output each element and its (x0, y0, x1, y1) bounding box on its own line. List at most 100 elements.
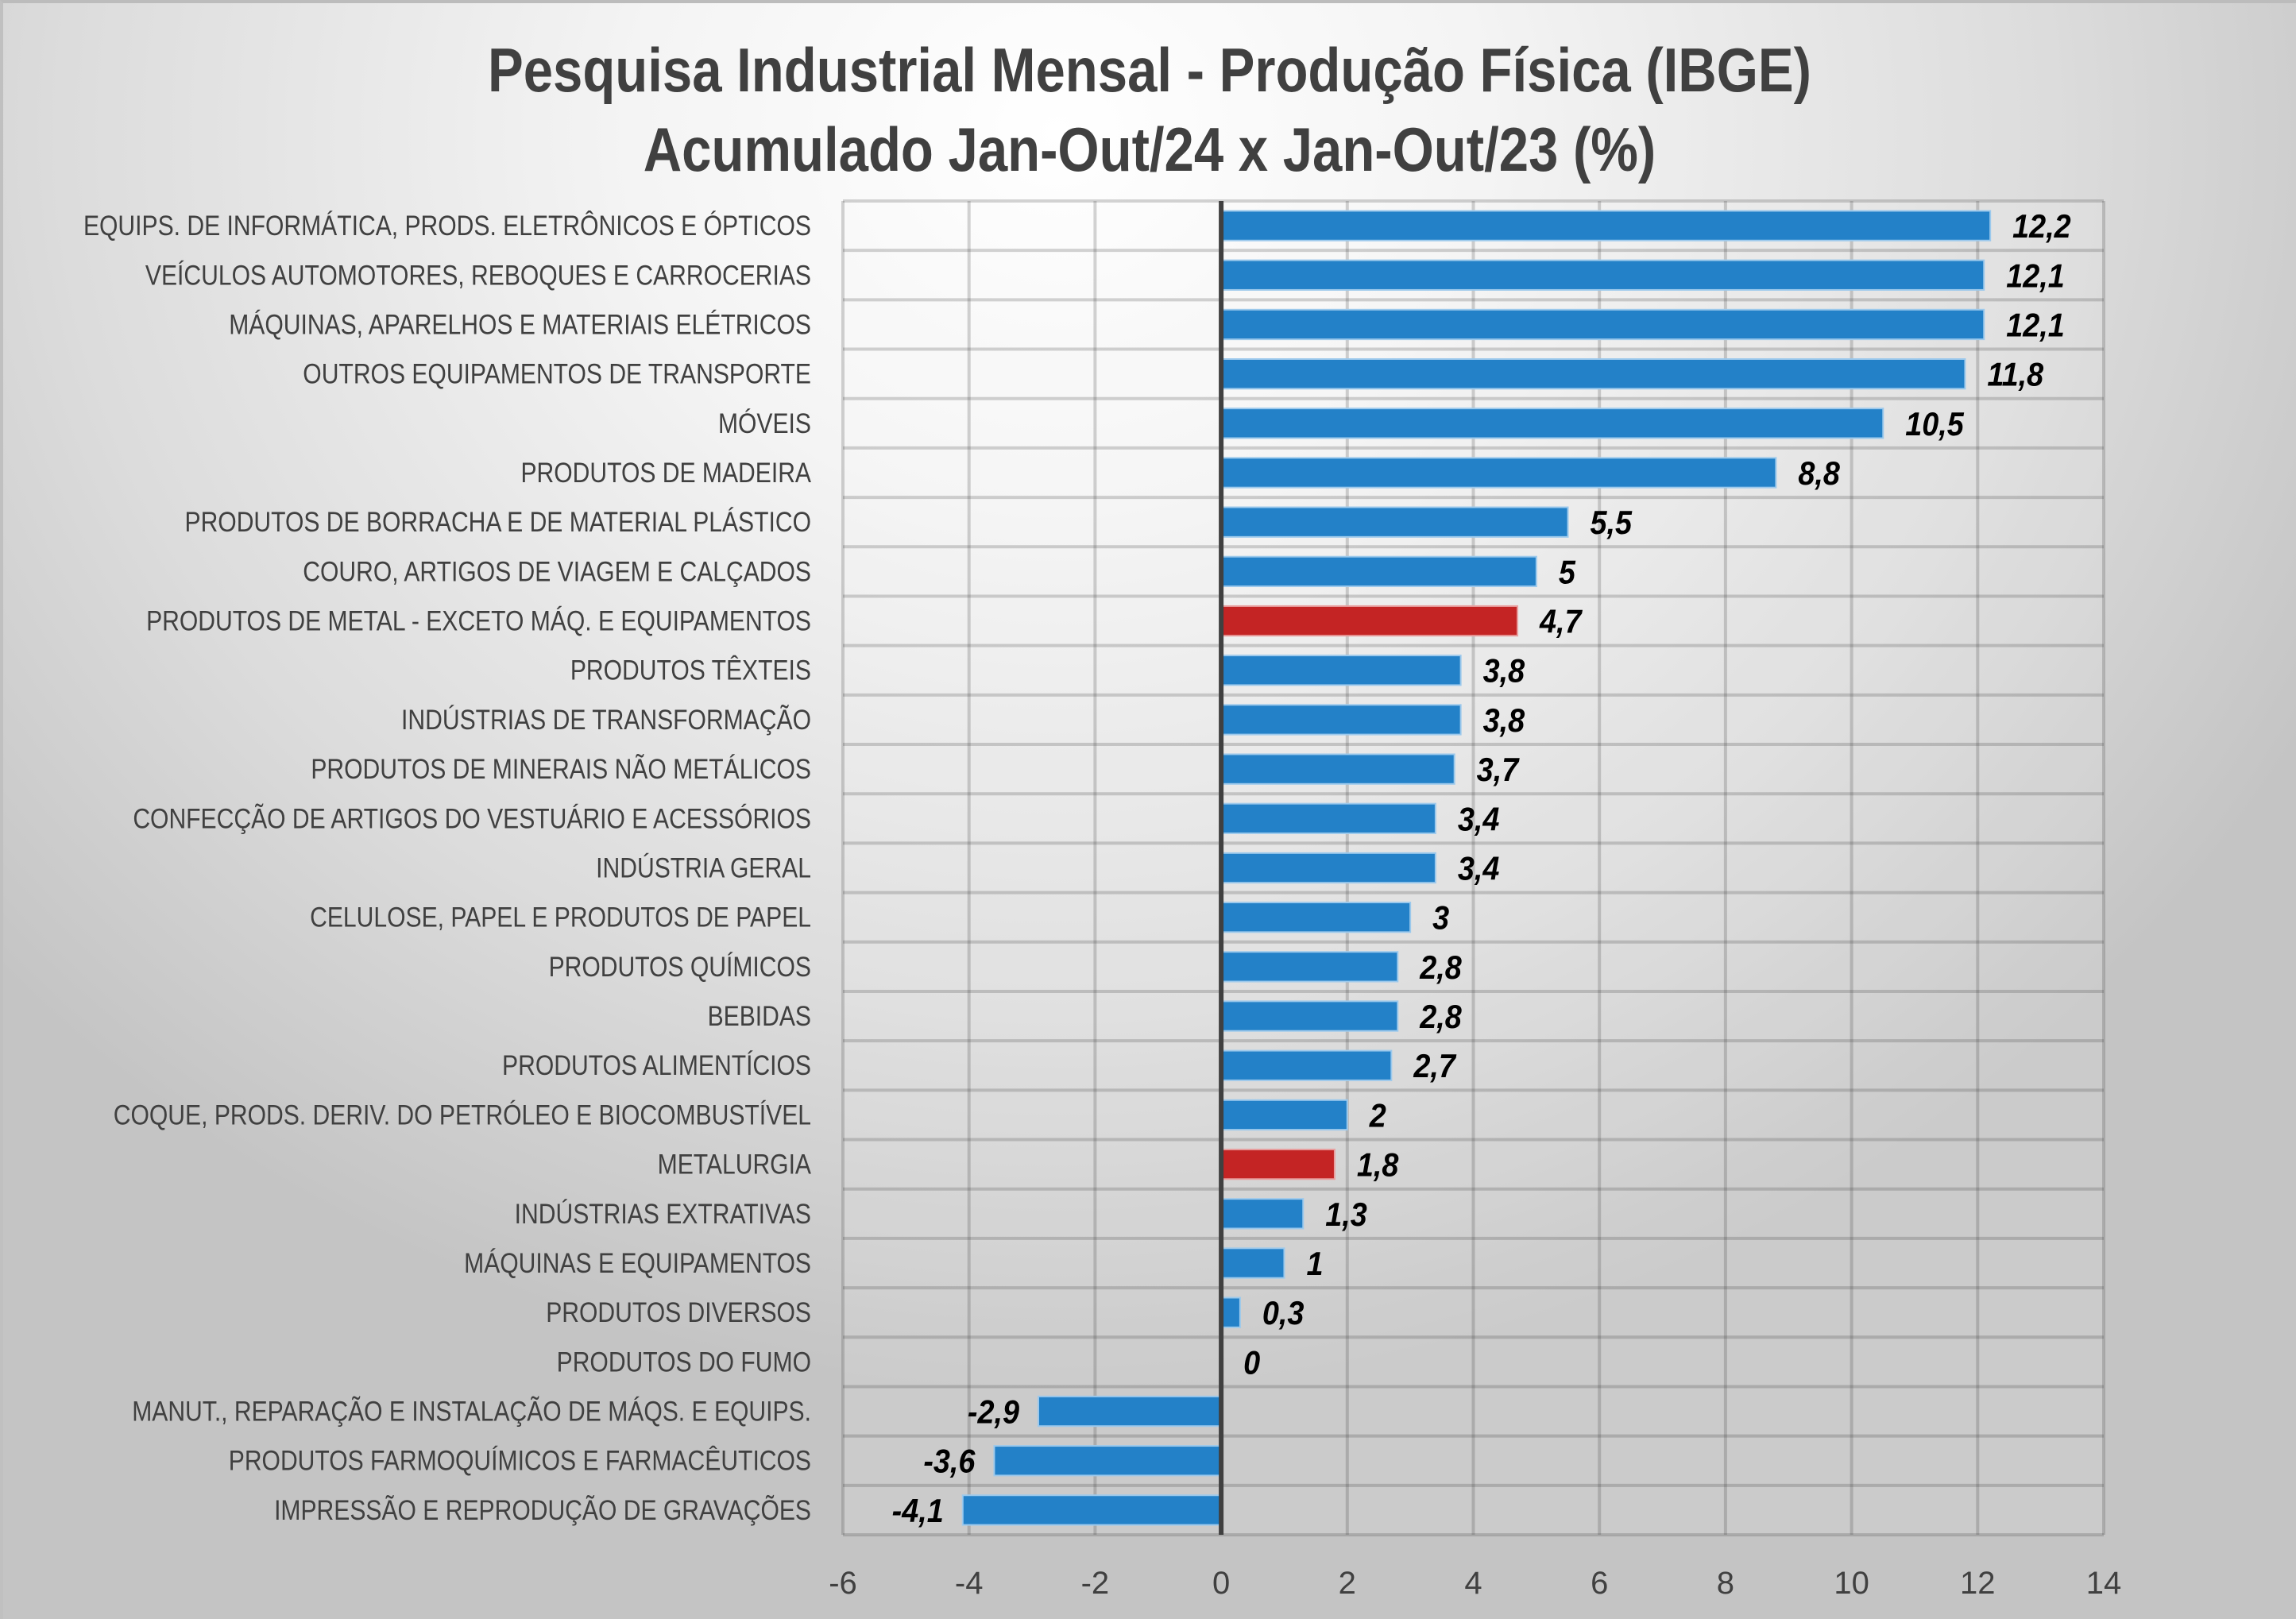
category-label: INDÚSTRIAS EXTRATIVAS (515, 1198, 811, 1230)
data-label: 3,4 (1458, 851, 1500, 887)
category-label: CONFECÇÃO DE ARTIGOS DO VESTUÁRIO E ACES… (133, 802, 811, 834)
bar-5 (1220, 408, 1884, 439)
data-label: -4,1 (892, 1493, 944, 1529)
category-label: PRODUTOS ALIMENTÍCIOS (502, 1049, 811, 1081)
x-axis-tick-labels: -6 -4 -2 0 2 4 6 8 10 12 14 (829, 1566, 2121, 1601)
category-label: COURO, ARTIGOS DE VIAGEM E CALÇADOS (303, 555, 811, 587)
bar-22 (1220, 1247, 1285, 1279)
bar-4 (1220, 357, 1966, 390)
x-tick-label: 10 (1834, 1566, 1869, 1601)
x-tick-label: 8 (1717, 1566, 1734, 1601)
data-label: 2,7 (1413, 1048, 1456, 1084)
category-label: IMPRESSÃO E REPRODUÇÃO DE GRAVAÇÕES (274, 1494, 811, 1526)
category-label: MANUT., REPARAÇÃO E INSTALAÇÃO DE MÁQS. … (132, 1395, 811, 1427)
category-label: PRODUTOS DE BORRACHA E DE MATERIAL PLÁST… (185, 506, 811, 538)
bar-17 (1220, 1000, 1399, 1032)
category-label: PRODUTOS DE METAL - EXCETO MÁQ. E EQUIPA… (146, 605, 811, 636)
bar-18 (1220, 1049, 1393, 1081)
category-label: INDÚSTRIA GERAL (596, 852, 811, 883)
bar-15 (1220, 902, 1412, 933)
category-label: PRODUTOS QUÍMICOS (549, 951, 811, 983)
category-label: METALURGIA (658, 1148, 812, 1180)
category-label: COQUE, PRODS. DERIV. DO PETRÓLEO E BIOCO… (114, 1099, 811, 1130)
bar-19 (1220, 1099, 1348, 1131)
bar-26 (993, 1445, 1223, 1477)
data-label: 10,5 (1905, 406, 1964, 442)
data-labels: 12,212,112,111,810,58,85,554,73,83,83,73… (892, 208, 2071, 1529)
x-tick-label: 14 (2086, 1566, 2122, 1601)
chart-title-line1: Pesquisa Industrial Mensal - Produção Fí… (488, 36, 1811, 105)
data-label: 3,8 (1483, 653, 1525, 690)
bar-6 (1220, 457, 1777, 489)
data-label: 3 (1432, 900, 1449, 937)
category-label: MÁQUINAS, APARELHOS E MATERIAIS ELÉTRICO… (229, 308, 811, 340)
bar-10 (1220, 655, 1462, 686)
data-label: 1,8 (1357, 1147, 1399, 1184)
data-label: 3,8 (1483, 702, 1525, 739)
category-label: PRODUTOS DE MADEIRA (520, 457, 811, 489)
x-tick-label: -6 (829, 1566, 857, 1601)
data-label: 1,3 (1325, 1196, 1367, 1233)
x-tick-label: 6 (1591, 1566, 1608, 1601)
x-tick-label: 12 (1960, 1566, 1996, 1601)
data-label: 12,2 (2012, 208, 2071, 245)
bar-27 (961, 1494, 1223, 1526)
data-label: -3,6 (923, 1443, 976, 1480)
data-label: 0,3 (1262, 1295, 1305, 1331)
category-label: BEBIDAS (708, 1000, 811, 1032)
category-label: CELULOSE, PAPEL E PRODUTOS DE PAPEL (310, 902, 811, 933)
category-label: MÁQUINAS E EQUIPAMENTOS (464, 1247, 811, 1279)
bar-11 (1220, 704, 1462, 736)
category-label: PRODUTOS DO FUMO (557, 1346, 811, 1378)
data-label: 4,7 (1539, 604, 1583, 640)
category-label: PRODUTOS FARMOQUÍMICOS E FARMACÊUTICOS (229, 1445, 811, 1477)
category-labels: EQUIPS. DE INFORMÁTICA, PRODS. ELETRÔNIC… (83, 210, 811, 1525)
data-label: 8,8 (1798, 455, 1840, 492)
category-label: PRODUTOS TÊXTEIS (570, 655, 811, 686)
data-label: 3,4 (1458, 802, 1500, 838)
category-label: OUTROS EQUIPAMENTOS DE TRANSPORTE (303, 357, 811, 389)
bar-16 (1220, 951, 1399, 983)
bar-9 (1220, 605, 1519, 637)
x-tick-label: 0 (1212, 1566, 1230, 1601)
category-label: MÓVEIS (718, 408, 811, 439)
chart-subtitle: Acumulado Jan-Out/24 x Jan-Out/23 (%) (644, 115, 1656, 184)
chart-title: Pesquisa Industrial Mensal - Produção Fí… (488, 36, 1811, 184)
data-label: 2,8 (1419, 949, 1462, 986)
gridlines (841, 199, 2105, 1536)
bar-12 (1220, 753, 1455, 785)
data-label: 5 (1559, 554, 1576, 591)
category-label: INDÚSTRIAS DE TRANSFORMAÇÃO (401, 704, 811, 736)
data-label: -2,9 (968, 1394, 1020, 1431)
category-label: VEÍCULOS AUTOMOTORES, REBOQUES E CARROCE… (145, 259, 811, 291)
data-label: 12,1 (2006, 307, 2065, 344)
bar-23 (1220, 1296, 1241, 1328)
data-label: 1 (1306, 1246, 1323, 1282)
bar-3 (1220, 308, 1985, 341)
data-label: 12,1 (2006, 257, 2065, 294)
bars (961, 210, 1992, 1526)
category-label: EQUIPS. DE INFORMÁTICA, PRODS. ELETRÔNIC… (83, 210, 811, 241)
x-tick-label: 2 (1339, 1566, 1356, 1601)
bar-25 (1037, 1395, 1223, 1428)
bar-14 (1220, 852, 1436, 884)
bar-chart: Pesquisa Industrial Mensal - Produção Fí… (83, 36, 2121, 1601)
data-label: 3,7 (1477, 752, 1520, 788)
category-label: PRODUTOS DIVERSOS (546, 1296, 811, 1328)
bar-13 (1220, 802, 1436, 834)
bar-7 (1220, 506, 1569, 538)
data-label: 0 (1243, 1345, 1260, 1381)
data-label: 11,8 (1987, 357, 2043, 393)
x-tick-label: 4 (1464, 1566, 1482, 1601)
category-label: PRODUTOS DE MINERAIS NÃO METÁLICOS (311, 753, 811, 785)
data-label: 5,5 (1591, 504, 1633, 541)
bar-21 (1220, 1198, 1305, 1230)
data-label: 2,8 (1419, 999, 1462, 1035)
bar-20 (1220, 1148, 1335, 1180)
x-tick-label: -4 (955, 1566, 984, 1601)
bar-8 (1220, 555, 1537, 588)
bar-2 (1220, 259, 1985, 291)
data-label: 2 (1369, 1098, 1386, 1134)
x-tick-label: -2 (1081, 1566, 1110, 1601)
